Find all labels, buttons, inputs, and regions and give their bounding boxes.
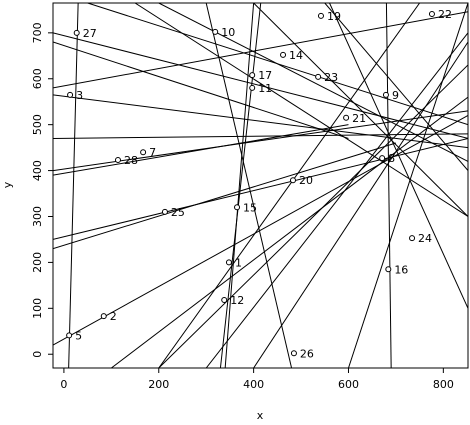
x-tick-label: 200 [148,378,169,391]
fitted-line [224,3,255,368]
fitted-line [385,3,392,368]
point [212,28,219,35]
fitted-line [111,96,468,368]
point-label: 27 [83,27,97,40]
fitted-line [53,115,468,346]
point [114,157,121,164]
y-tick-label: 300 [31,206,44,227]
point-label: 14 [289,49,303,62]
x-tick-label: 400 [243,378,264,391]
point [249,84,256,91]
point [67,91,74,98]
x-tick-label: 0 [60,378,67,391]
line-layer [53,3,468,368]
point [379,155,386,162]
point-label: 21 [352,112,366,125]
point-label: 3 [76,89,83,102]
point [225,259,232,266]
fitted-line [87,3,468,126]
point-label: 8 [388,152,395,165]
fitted-line [205,3,293,368]
point-label: 9 [392,89,399,102]
point-label: 24 [418,232,432,245]
point [161,208,168,215]
fitted-line [253,3,468,217]
point-label: 17 [258,69,272,82]
point [382,91,389,98]
y-tick-label: 700 [31,22,44,43]
fitted-line [158,64,468,368]
point-label: 10 [221,26,235,39]
point-label: 26 [300,347,314,360]
y-tick-label: 200 [31,252,44,273]
fitted-line [158,3,421,368]
fitted-line [53,133,468,139]
fitted-line [253,41,468,368]
point [140,149,147,156]
point [280,51,287,58]
point-label: 7 [149,146,156,159]
point [343,114,350,121]
point [66,332,73,339]
fitted-line [53,137,468,240]
fitted-line [348,3,468,368]
fitted-line [158,3,468,162]
point [409,235,416,242]
point [315,73,322,80]
fitted-line [53,94,468,149]
fitted-line [53,110,468,172]
y-tick-label: 500 [31,114,44,135]
point-label: 11 [258,82,272,95]
point-label: 22 [438,8,452,21]
point-label: 15 [243,201,257,214]
point [428,11,435,18]
fitted-line [219,3,262,368]
fitted-line [324,3,468,171]
point [221,297,228,304]
y-tick-label: 400 [31,160,44,181]
point [289,177,296,184]
point-label: 5 [75,329,82,342]
y-tick-label: 0 [31,351,44,358]
fitted-line [53,11,468,89]
point [317,12,324,19]
point-label: 19 [327,10,341,23]
y-tick-label: 100 [31,298,44,319]
point-label: 12 [230,294,244,307]
point-label: 20 [299,174,313,187]
point-label: 2 [110,310,117,323]
point [385,266,392,273]
point-label: 25 [171,206,185,219]
y-tick-label: 600 [31,68,44,89]
fitted-line [205,32,468,368]
point-label: 16 [394,263,408,276]
point [73,29,80,36]
x-tick-label: 800 [433,378,454,391]
point-label: 23 [324,71,338,84]
fitted-line [53,124,349,176]
x-tick-label: 600 [338,378,359,391]
point [290,350,297,357]
fitted-line [68,3,79,368]
point [234,204,241,211]
point-label: 28 [124,154,138,167]
fitted-line [53,142,397,250]
y-axis-label: y [1,181,14,188]
x-axis-label: x [257,409,264,422]
point [249,72,256,79]
point-label: 1 [235,256,242,269]
point [100,313,107,320]
fitted-line [134,3,468,217]
fitted-line [53,41,349,139]
